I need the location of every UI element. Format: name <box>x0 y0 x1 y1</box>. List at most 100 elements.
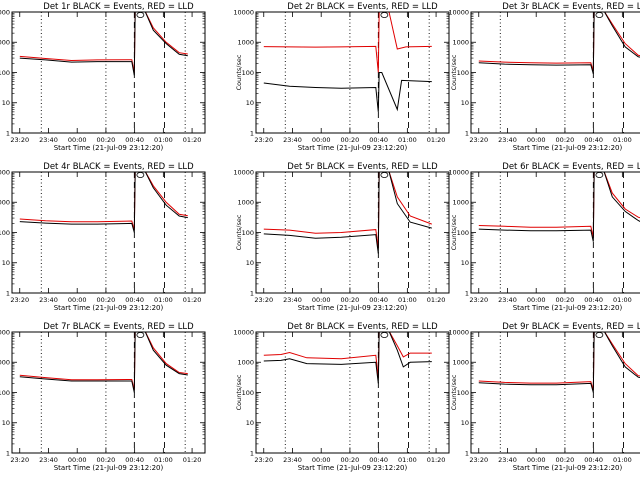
panel-title: Det 7r BLACK = Events, RED = LLD <box>43 322 194 332</box>
events-series-line <box>263 332 432 384</box>
x-tick-label: 23:20 <box>469 456 488 464</box>
x-tick-label: 01:00 <box>398 456 417 464</box>
y-tick-label: 10 <box>461 419 469 427</box>
x-tick-label: 00:00 <box>527 296 546 304</box>
x-tick-label: 23:20 <box>469 296 488 304</box>
x-axis-label: Start Time (21-Jul-09 23:12:20) <box>54 304 164 312</box>
saa-marker-icon <box>595 172 604 178</box>
y-tick-label: 1000 <box>237 39 254 47</box>
y-tick-label: 100 <box>457 69 469 77</box>
x-tick-label: 23:40 <box>39 296 58 304</box>
events-series-line <box>478 172 640 242</box>
x-tick-label: 00:40 <box>369 136 388 144</box>
x-tick-label: 00:20 <box>341 136 360 144</box>
y-tick-label: 10000 <box>448 8 469 16</box>
x-tick-label: 01:00 <box>154 136 173 144</box>
panel-title: Det 2r BLACK = Events, RED = LLD <box>287 2 438 12</box>
x-tick-label: 00:00 <box>312 296 331 304</box>
x-tick-label: 23:40 <box>283 136 302 144</box>
y-axis-label: Counts/sec <box>450 54 458 90</box>
y-tick-label: 1000 <box>237 199 254 207</box>
x-tick-label: 00:40 <box>584 136 603 144</box>
x-tick-label: 01:20 <box>183 296 202 304</box>
x-tick-label: 00:20 <box>556 136 575 144</box>
x-tick-label: 00:40 <box>125 296 144 304</box>
panel-det-1r: Det 1r BLACK = Events, RED = LLD 1 10 100 10… <box>0 2 206 152</box>
panel-title: Det 8r BLACK = Events, RED = LLD <box>287 322 438 332</box>
y-tick-label: 100 <box>457 389 469 397</box>
saa-marker-icon <box>380 332 389 338</box>
y-axis-label: Counts/sec <box>450 214 458 250</box>
events-series-line <box>19 12 188 76</box>
panel-title: Det 4r BLACK = Events, RED = LLD <box>43 162 194 172</box>
x-tick-label: 00:00 <box>68 136 87 144</box>
y-tick-label: 100 <box>0 389 10 397</box>
y-tick-label: 10 <box>246 419 254 427</box>
y-tick-label: 10 <box>2 259 10 267</box>
x-tick-label: 23:20 <box>10 456 29 464</box>
y-tick-label: 10000 <box>233 328 254 336</box>
x-tick-label: 01:00 <box>613 296 632 304</box>
plot-frame <box>11 331 206 454</box>
x-tick-label: 00:40 <box>584 296 603 304</box>
y-tick-label: 1 <box>250 129 254 137</box>
y-tick-label: 100 <box>457 229 469 237</box>
plot-frame <box>470 331 640 454</box>
lld-series-line <box>263 12 432 73</box>
y-tick-label: 100 <box>242 389 254 397</box>
panel-det-3r: Det 3r BLACK = Events, RED = LLD 1 10 100 10… <box>448 2 640 152</box>
x-axis-label: Start Time (21-Jul-09 23:12:20) <box>298 464 408 472</box>
x-axis-label: Start Time (21-Jul-09 23:12:20) <box>298 304 408 312</box>
x-tick-label: 01:00 <box>154 296 173 304</box>
saa-marker-icon <box>136 172 145 178</box>
y-axis-label: Counts/sec <box>235 54 243 90</box>
y-tick-label: 10 <box>246 259 254 267</box>
y-tick-label: 1 <box>465 289 469 297</box>
panel-det-9r: Det 9r BLACK = Events, RED = LLD 1 10 100 10… <box>448 322 640 472</box>
x-tick-label: 00:20 <box>97 136 116 144</box>
y-tick-label: 1 <box>250 449 254 457</box>
y-tick-label: 1000 <box>452 359 469 367</box>
x-tick-label: 00:40 <box>369 456 388 464</box>
x-tick-label: 00:40 <box>125 456 144 464</box>
x-tick-label: 01:00 <box>398 296 417 304</box>
y-tick-label: 10000 <box>0 8 10 16</box>
y-tick-label: 1000 <box>237 359 254 367</box>
x-tick-label: 00:20 <box>341 296 360 304</box>
x-tick-label: 23:40 <box>498 456 517 464</box>
plot-frame <box>470 11 640 134</box>
lld-series-line <box>478 172 640 238</box>
x-tick-label: 00:20 <box>341 456 360 464</box>
x-tick-label: 00:00 <box>312 456 331 464</box>
x-tick-label: 01:20 <box>427 456 446 464</box>
y-tick-label: 100 <box>242 69 254 77</box>
y-tick-label: 1000 <box>0 199 10 207</box>
panel-det-2r: Det 2r BLACK = Events, RED = LLD 1 10 100 10… <box>233 2 450 152</box>
saa-marker-icon <box>595 12 604 18</box>
events-series-line <box>263 72 432 112</box>
y-tick-label: 1000 <box>452 199 469 207</box>
lld-series-line <box>478 12 640 72</box>
saa-marker-icon <box>380 12 389 18</box>
x-axis-label: Start Time (21-Jul-09 23:12:20) <box>54 464 164 472</box>
x-tick-label: 01:00 <box>613 136 632 144</box>
y-axis-label: Counts/sec <box>235 374 243 410</box>
y-axis-label: Counts/sec <box>235 214 243 250</box>
x-tick-label: 00:00 <box>527 136 546 144</box>
plot-frame <box>470 171 640 294</box>
panel-title: Det 5r BLACK = Events, RED = LLD <box>287 162 438 172</box>
plot-frame <box>255 171 450 294</box>
x-tick-label: 00:00 <box>312 136 331 144</box>
x-tick-label: 23:20 <box>469 136 488 144</box>
y-axis-label: Counts/sec <box>450 374 458 410</box>
y-tick-label: 1 <box>465 129 469 137</box>
panel-title: Det 3r BLACK = Events, RED = LLD <box>502 2 640 12</box>
y-tick-label: 10000 <box>233 168 254 176</box>
x-tick-label: 01:20 <box>183 136 202 144</box>
lld-series-line <box>478 332 640 391</box>
x-tick-label: 00:40 <box>584 456 603 464</box>
y-tick-label: 1000 <box>0 39 10 47</box>
x-axis-label: Start Time (21-Jul-09 23:12:20) <box>513 304 623 312</box>
events-series-line <box>19 172 188 233</box>
